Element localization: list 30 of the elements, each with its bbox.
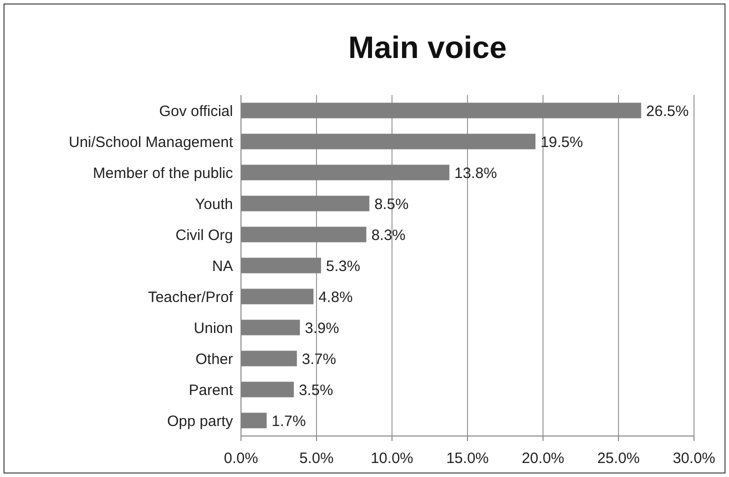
x-tick-label: 25.0% — [597, 450, 640, 467]
chart-title: Main voice — [348, 30, 507, 65]
y-tick-label: Gov official — [159, 102, 233, 120]
data-label: 1.7% — [272, 412, 306, 430]
x-tick-label: 10.0% — [370, 450, 414, 467]
y-tick-label: Parent — [188, 382, 234, 399]
data-label: 8.3% — [371, 226, 406, 244]
x-tick-label: 30.0% — [672, 450, 716, 467]
data-label: 26.5% — [646, 102, 689, 120]
data-label: 8.5% — [374, 196, 409, 213]
data-label: 19.5% — [540, 134, 583, 151]
y-tick-label: Other — [195, 350, 234, 368]
y-tick-label: Uni/School Management — [68, 134, 234, 151]
y-tick-label: Union — [194, 320, 233, 337]
y-tick-label: Civil Org — [175, 226, 233, 244]
data-label: 4.8% — [318, 288, 353, 306]
data-label: 3.7% — [302, 350, 336, 368]
data-label: 3.9% — [304, 320, 340, 337]
y-tick-label: Member of the public — [92, 164, 234, 182]
x-tick-label: 0.0% — [224, 450, 258, 467]
y-tick-label: NA — [212, 258, 233, 275]
x-tick-label: 15.0% — [446, 450, 489, 467]
data-label: 5.3% — [326, 258, 360, 275]
y-tick-label: Youth — [195, 196, 233, 213]
data-label: 3.5% — [298, 382, 334, 399]
y-tick-label: Opp party — [167, 412, 234, 430]
data-label: 13.8% — [454, 164, 497, 182]
x-tick-label: 5.0% — [299, 450, 334, 467]
x-tick-label: 20.0% — [522, 450, 564, 467]
y-tick-label: Teacher/Prof — [148, 288, 234, 306]
